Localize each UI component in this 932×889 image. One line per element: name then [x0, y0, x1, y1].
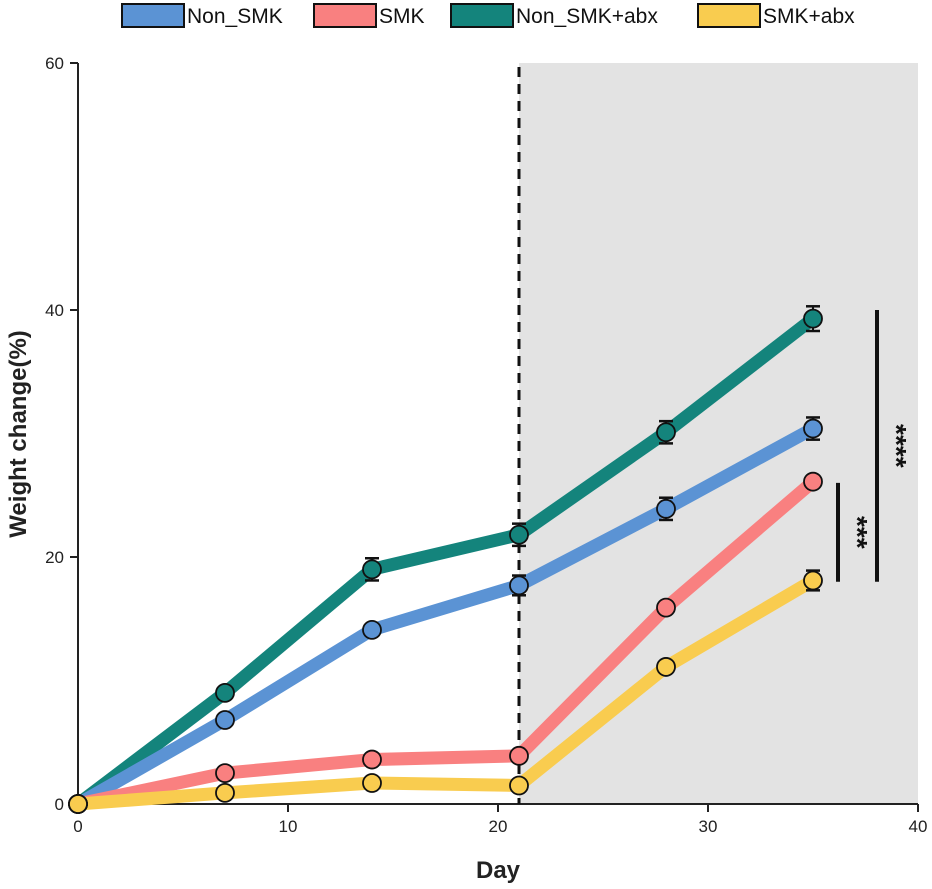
data-point — [656, 498, 676, 519]
significance-label: **** — [881, 424, 912, 468]
data-point — [362, 619, 382, 640]
legend-label: SMK+abx — [763, 5, 855, 28]
legend-swatch — [121, 3, 185, 28]
data-point — [656, 422, 676, 443]
data-point — [803, 308, 823, 329]
data-point — [215, 763, 235, 784]
y-axis-label: Weight change(%) — [5, 330, 32, 538]
data-point — [362, 559, 382, 580]
data-point — [215, 682, 235, 703]
data-point — [215, 710, 235, 730]
x-axis-label: Day — [476, 857, 521, 884]
x-tick-label: 20 — [489, 817, 508, 836]
significance-label: *** — [842, 516, 873, 549]
x-tick-label: 30 — [699, 817, 718, 836]
y-tick-label: 40 — [45, 301, 64, 320]
series-line — [71, 573, 820, 811]
data-point — [509, 524, 529, 545]
legend-swatch — [697, 3, 761, 28]
data-point — [362, 749, 382, 770]
y-tick-label: 60 — [45, 54, 64, 73]
data-point — [656, 597, 676, 618]
x-tick-label: 40 — [909, 817, 928, 836]
legend-swatch — [450, 3, 514, 28]
series-line — [71, 422, 820, 811]
data-point — [68, 794, 88, 814]
data-point — [803, 418, 823, 439]
data-point — [656, 657, 676, 677]
legend-label: Non_SMK+abx — [516, 5, 658, 28]
data-point — [215, 782, 235, 803]
x-tick-label: 10 — [279, 817, 298, 836]
legend-label: Non_SMK — [187, 5, 283, 28]
series-line — [71, 312, 820, 811]
legend: Non_SMK SMK Non_SMK+abx SMK+abx — [121, 3, 855, 28]
legend-label: SMK — [379, 5, 425, 28]
data-point — [362, 773, 382, 793]
axes: 0 10 20 30 40 0 20 40 60 — [45, 54, 927, 836]
data-point — [509, 775, 529, 796]
x-tick-label: 0 — [73, 817, 82, 836]
data-point — [509, 745, 529, 766]
y-tick-label: 0 — [55, 795, 64, 814]
data-point — [803, 471, 823, 492]
data-point — [803, 570, 823, 591]
y-tick-label: 20 — [45, 548, 64, 567]
legend-swatch — [313, 3, 377, 28]
series-line — [71, 475, 820, 811]
data-point — [509, 575, 529, 596]
